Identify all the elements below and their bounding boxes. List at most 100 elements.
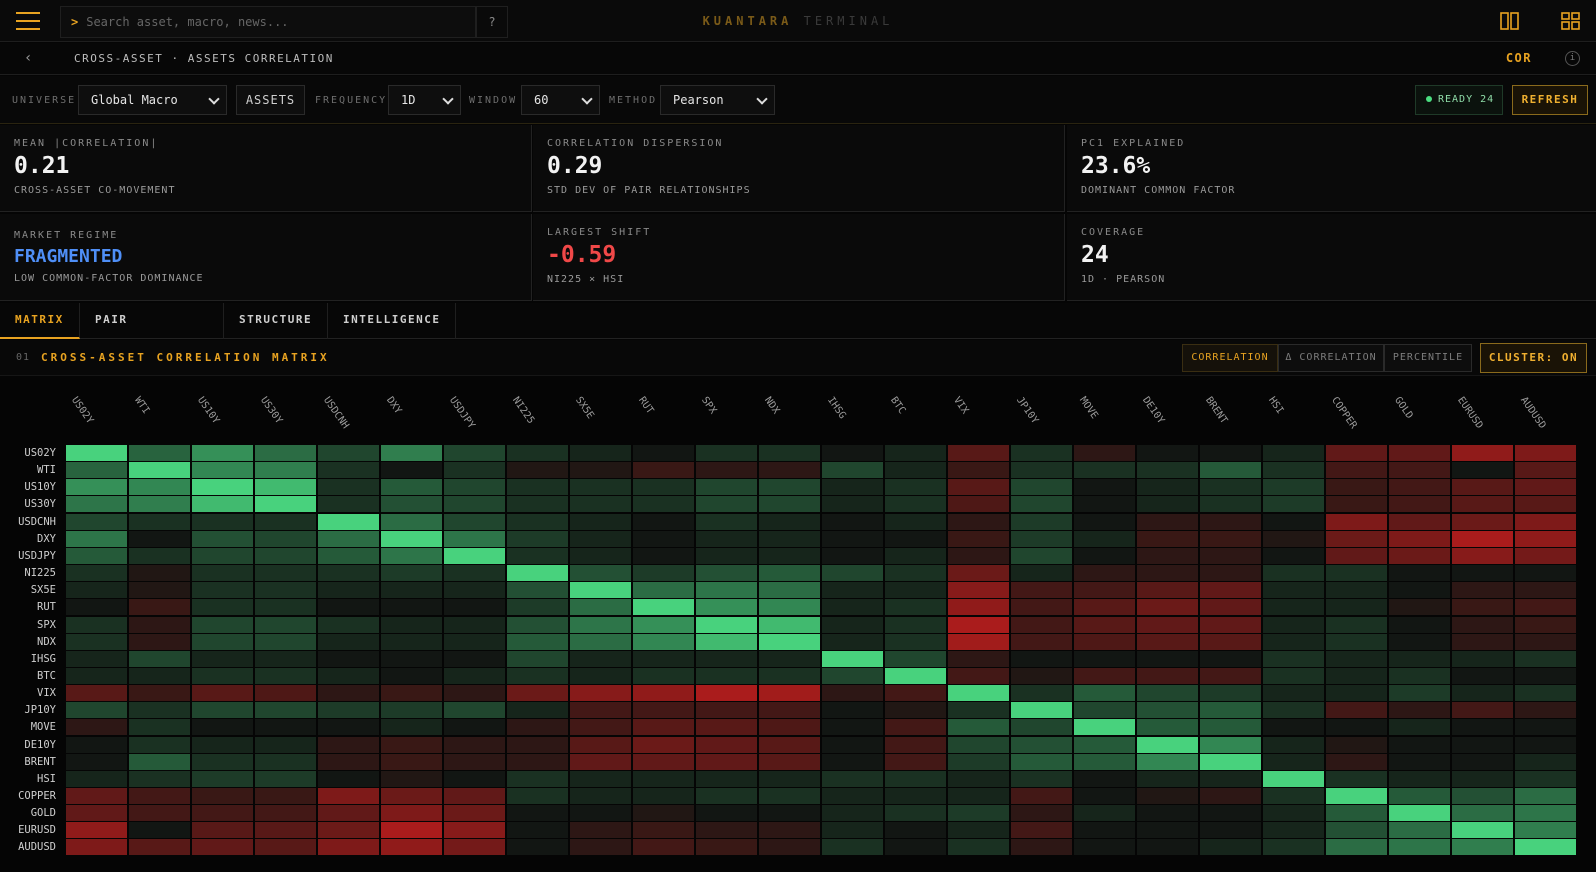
heatmap-cell-audusd-audusd[interactable]: [1515, 839, 1576, 856]
heatmap-cell-usdcnh-ni225[interactable]: [507, 513, 568, 530]
heatmap-cell-rut-dxy[interactable]: [381, 599, 442, 616]
heatmap-cell-vix-usdjpy[interactable]: [444, 685, 505, 702]
heatmap-cell-usdcnh-spx[interactable]: [696, 513, 757, 530]
heatmap-cell-vix-us30y[interactable]: [255, 685, 316, 702]
heatmap-cell-us10y-us10y[interactable]: [192, 479, 253, 496]
heatmap-cell-dxy-sx5e[interactable]: [570, 530, 631, 547]
heatmap-cell-rut-usdcnh[interactable]: [318, 599, 379, 616]
heatmap-cell-usdjpy-usdjpy[interactable]: [444, 547, 505, 564]
heatmap-cell-us02y-hsi[interactable]: [1263, 445, 1324, 461]
heatmap-cell-dxy-us10y[interactable]: [192, 530, 253, 547]
heatmap-cell-wti-jp10y[interactable]: [1011, 462, 1072, 479]
heatmap-cell-us30y-dxy[interactable]: [381, 496, 442, 513]
heatmap-cell-eurusd-usdjpy[interactable]: [444, 822, 505, 839]
heatmap-cell-vix-ihsg[interactable]: [822, 685, 883, 702]
heatmap-cell-ihsg-btc[interactable]: [885, 650, 946, 667]
heatmap-cell-spx-eurusd[interactable]: [1452, 616, 1513, 633]
heatmap-cell-hsi-vix[interactable]: [948, 770, 1009, 787]
heatmap-cell-de10y-btc[interactable]: [885, 736, 946, 753]
heatmap-cell-hsi-hsi[interactable]: [1263, 770, 1324, 787]
heatmap-cell-usdjpy-us30y[interactable]: [255, 547, 316, 564]
heatmap-cell-us02y-us02y[interactable]: [66, 445, 127, 461]
heatmap-cell-us10y-eurusd[interactable]: [1452, 479, 1513, 496]
heatmap-cell-move-us30y[interactable]: [255, 719, 316, 736]
heatmap-cell-vix-de10y[interactable]: [1137, 685, 1198, 702]
heatmap-cell-brent-jp10y[interactable]: [1011, 753, 1072, 770]
heatmap-cell-hsi-spx[interactable]: [696, 770, 757, 787]
heatmap-cell-wti-us30y[interactable]: [255, 462, 316, 479]
heatmap-cell-copper-brent[interactable]: [1200, 788, 1261, 804]
heatmap-cell-move-brent[interactable]: [1200, 719, 1261, 736]
heatmap-cell-ndx-rut[interactable]: [633, 633, 694, 650]
heatmap-cell-ni225-gold[interactable]: [1389, 565, 1450, 582]
split-view-icon[interactable]: [1500, 12, 1520, 30]
heatmap-cell-eurusd-sx5e[interactable]: [570, 822, 631, 839]
heatmap-cell-us10y-rut[interactable]: [633, 479, 694, 496]
heatmap-cell-eurusd-jp10y[interactable]: [1011, 822, 1072, 839]
heatmap-cell-ihsg-sx5e[interactable]: [570, 650, 631, 667]
heatmap-cell-wti-usdcnh[interactable]: [318, 462, 379, 479]
heatmap-cell-ihsg-us10y[interactable]: [192, 650, 253, 667]
heatmap-cell-spx-vix[interactable]: [948, 616, 1009, 633]
heatmap-cell-us02y-usdcnh[interactable]: [318, 445, 379, 461]
heatmap-cell-wti-hsi[interactable]: [1263, 462, 1324, 479]
heatmap-cell-rut-us10y[interactable]: [192, 599, 253, 616]
heatmap-cell-copper-move[interactable]: [1074, 788, 1135, 804]
heatmap-cell-brent-spx[interactable]: [696, 753, 757, 770]
heatmap-cell-vix-rut[interactable]: [633, 685, 694, 702]
heatmap-cell-audusd-ndx[interactable]: [759, 839, 820, 856]
heatmap-cell-wti-us02y[interactable]: [66, 462, 127, 479]
heatmap-cell-eurusd-us10y[interactable]: [192, 822, 253, 839]
heatmap-cell-de10y-audusd[interactable]: [1515, 736, 1576, 753]
heatmap-cell-btc-audusd[interactable]: [1515, 667, 1576, 684]
heatmap-cell-hsi-btc[interactable]: [885, 770, 946, 787]
heatmap-cell-brent-rut[interactable]: [633, 753, 694, 770]
heatmap-cell-dxy-hsi[interactable]: [1263, 530, 1324, 547]
heatmap-cell-spx-ni225[interactable]: [507, 616, 568, 633]
heatmap-cell-audusd-move[interactable]: [1074, 839, 1135, 856]
heatmap-cell-copper-sx5e[interactable]: [570, 788, 631, 804]
heatmap-cell-eurusd-us02y[interactable]: [66, 822, 127, 839]
heatmap-cell-btc-btc[interactable]: [885, 667, 946, 684]
heatmap-cell-usdjpy-sx5e[interactable]: [570, 547, 631, 564]
heatmap-cell-ihsg-rut[interactable]: [633, 650, 694, 667]
heatmap-cell-copper-btc[interactable]: [885, 788, 946, 804]
heatmap-cell-move-copper[interactable]: [1326, 719, 1387, 736]
heatmap-cell-sx5e-usdjpy[interactable]: [444, 582, 505, 599]
heatmap-cell-us30y-audusd[interactable]: [1515, 496, 1576, 513]
heatmap-cell-usdjpy-rut[interactable]: [633, 547, 694, 564]
heatmap-cell-brent-brent[interactable]: [1200, 753, 1261, 770]
heatmap-cell-usdjpy-dxy[interactable]: [381, 547, 442, 564]
heatmap-cell-us02y-move[interactable]: [1074, 445, 1135, 461]
heatmap-cell-us02y-ni225[interactable]: [507, 445, 568, 461]
heatmap-cell-brent-copper[interactable]: [1326, 753, 1387, 770]
heatmap-cell-vix-usdcnh[interactable]: [318, 685, 379, 702]
heatmap-cell-move-us10y[interactable]: [192, 719, 253, 736]
heatmap-cell-ndx-hsi[interactable]: [1263, 633, 1324, 650]
heatmap-cell-spx-us30y[interactable]: [255, 616, 316, 633]
heatmap-cell-vix-us10y[interactable]: [192, 685, 253, 702]
heatmap-cell-usdjpy-ihsg[interactable]: [822, 547, 883, 564]
heatmap-cell-spx-brent[interactable]: [1200, 616, 1261, 633]
heatmap-cell-jp10y-hsi[interactable]: [1263, 702, 1324, 719]
heatmap-cell-jp10y-btc[interactable]: [885, 702, 946, 719]
window-select[interactable]: 60: [521, 85, 600, 115]
heatmap-cell-wti-us10y[interactable]: [192, 462, 253, 479]
heatmap-cell-gold-wti[interactable]: [129, 805, 190, 822]
heatmap-cell-sx5e-gold[interactable]: [1389, 582, 1450, 599]
heatmap-cell-ndx-jp10y[interactable]: [1011, 633, 1072, 650]
heatmap-cell-copper-wti[interactable]: [129, 788, 190, 804]
heatmap-cell-move-hsi[interactable]: [1263, 719, 1324, 736]
heatmap-cell-eurusd-rut[interactable]: [633, 822, 694, 839]
heatmap-cell-audusd-wti[interactable]: [129, 839, 190, 856]
heatmap-cell-spx-ndx[interactable]: [759, 616, 820, 633]
heatmap-cell-ndx-btc[interactable]: [885, 633, 946, 650]
heatmap-cell-spx-spx[interactable]: [696, 616, 757, 633]
tab-matrix[interactable]: MATRIX: [0, 303, 80, 339]
heatmap-cell-us30y-de10y[interactable]: [1137, 496, 1198, 513]
heatmap-cell-us10y-move[interactable]: [1074, 479, 1135, 496]
heatmap-cell-sx5e-wti[interactable]: [129, 582, 190, 599]
heatmap-cell-gold-sx5e[interactable]: [570, 805, 631, 822]
heatmap-cell-us02y-jp10y[interactable]: [1011, 445, 1072, 461]
heatmap-cell-brent-wti[interactable]: [129, 753, 190, 770]
